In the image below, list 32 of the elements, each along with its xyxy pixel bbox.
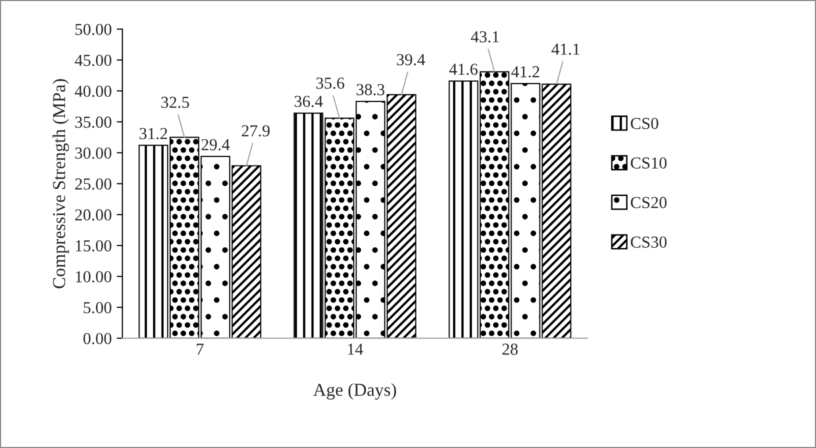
- y-tick-label: 35.00: [75, 116, 112, 128]
- data-label: 41.2: [511, 66, 540, 78]
- legend-label: CS10: [630, 157, 667, 169]
- data-label: 43.1: [470, 31, 499, 42]
- y-tick-label: 50.00: [75, 24, 112, 36]
- data-label: 35.6: [316, 78, 344, 89]
- y-tick-label: 20.00: [75, 209, 112, 221]
- data-label: 41.1: [552, 44, 580, 55]
- legend-label: CS30: [630, 236, 667, 248]
- y-tick-label: 10.00: [76, 271, 112, 282]
- legend-label: CS20: [630, 196, 667, 208]
- y-tick-label: 5.00: [84, 302, 112, 314]
- y-tick-label: 25.00: [75, 178, 112, 190]
- data-label: 27.9: [242, 125, 270, 136]
- y-axis-title: Compressive Strength (MPa): [52, 79, 69, 288]
- data-label: 29.4: [202, 139, 230, 150]
- legend-label: CS0: [630, 118, 658, 130]
- x-axis-title: Age (Days): [313, 383, 396, 400]
- y-tick-label: 0.00: [83, 332, 112, 344]
- data-label: 36.4: [294, 96, 323, 108]
- data-label: 32.5: [161, 96, 190, 108]
- data-label: 38.3: [356, 84, 384, 96]
- data-label: 39.4: [396, 54, 426, 66]
- data-label: 41.6: [449, 64, 478, 75]
- x-tick-label: 14: [348, 344, 364, 355]
- x-tick-label: 28: [502, 344, 518, 355]
- data-label: 31.2: [140, 128, 168, 140]
- y-tick-label: 15.00: [76, 240, 112, 252]
- y-tick-label: 30.00: [75, 147, 112, 159]
- x-tick-label: 7: [196, 344, 204, 355]
- y-tick-label: 40.00: [74, 86, 112, 97]
- y-tick-label: 45.00: [74, 54, 112, 66]
